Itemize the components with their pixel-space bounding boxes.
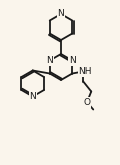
Text: O: O: [84, 98, 91, 107]
Text: N: N: [69, 56, 76, 65]
Text: N: N: [46, 56, 53, 65]
Text: N: N: [29, 92, 36, 101]
Text: N: N: [58, 10, 64, 18]
Text: NH: NH: [78, 67, 92, 76]
